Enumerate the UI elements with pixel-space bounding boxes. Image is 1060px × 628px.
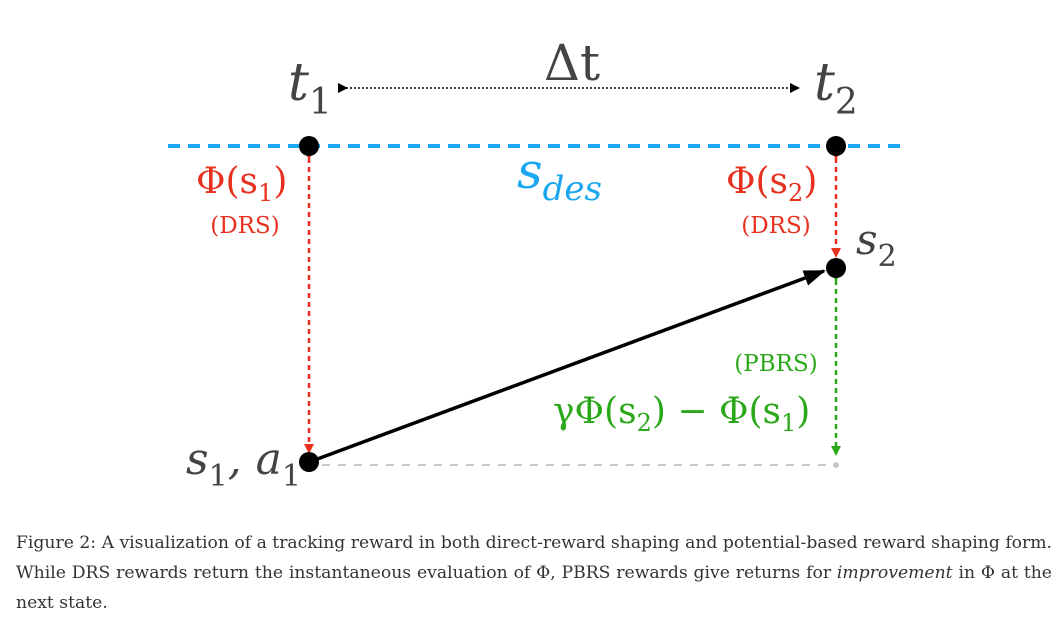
caption-emphasis: improvement [836, 563, 953, 583]
drs-right-label: (DRS) [741, 213, 810, 239]
point-s1 [299, 452, 319, 472]
caption-text-end: in Φ at the next state. [16, 563, 1052, 613]
point-s2 [826, 258, 846, 278]
point-end-gray [833, 462, 839, 468]
t2-label: t2 [814, 53, 858, 123]
point-t1 [299, 136, 319, 156]
drs-left-label: (DRS) [210, 213, 279, 239]
t1-label: t1 [288, 53, 332, 123]
phi-s1-label: Φ(s1) [196, 161, 287, 207]
figure-diagram: Δt t1 t2 sdes Φ(s1) (DRS) Φ(s2) (DRS) s2… [168, 34, 902, 494]
pbrs-formula: γΦ(s2) − Φ(s1) [553, 391, 810, 437]
s2-label: s2 [856, 215, 897, 274]
phi-s2-label: Φ(s2) [726, 161, 817, 207]
caption-text: Figure 2: A visualization of a tracking … [16, 533, 1052, 583]
transition-arrow [311, 269, 826, 463]
pbrs-label: (PBRS) [734, 351, 817, 377]
delta-t-label: Δt [544, 34, 600, 92]
s-des-label: sdes [517, 142, 602, 209]
s1-a1-label: s1, a1 [186, 434, 301, 494]
point-t2 [826, 136, 846, 156]
figure-caption: Figure 2: A visualization of a tracking … [16, 528, 1052, 618]
